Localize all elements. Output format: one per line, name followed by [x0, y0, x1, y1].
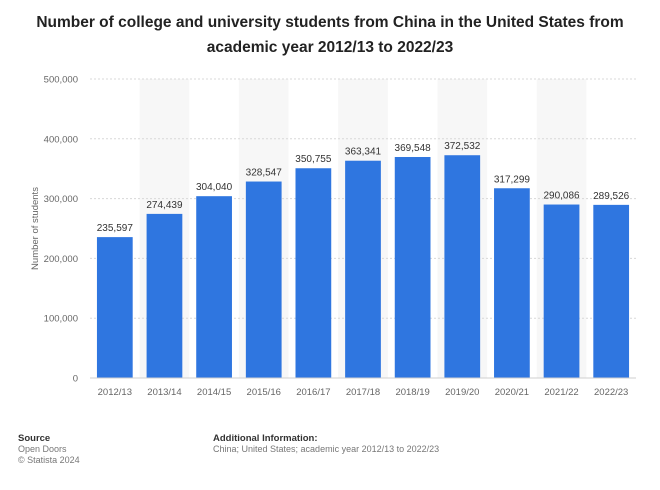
y-tick-label: 0 — [73, 374, 78, 385]
source-name[interactable]: Open Doors — [18, 444, 67, 454]
source-heading: Source — [18, 433, 51, 444]
x-tick-label: 2020/21 — [495, 387, 529, 398]
x-tick-label: 2014/15 — [197, 387, 231, 398]
data-label: 290,086 — [543, 191, 580, 202]
additional-info-block: Additional Information: China; United St… — [213, 433, 439, 455]
data-label: 274,439 — [146, 200, 183, 211]
bar-chart: 0 100,000 200,000 300,000 400,000 500,000 Numb… — [30, 75, 636, 398]
x-tick-label: 2012/13 — [98, 387, 132, 398]
data-label: 328,547 — [246, 168, 283, 179]
source-block: Source Open Doors © Statista 2024 — [18, 433, 80, 466]
bar — [196, 196, 232, 378]
x-tick-label: 2013/14 — [147, 387, 181, 398]
data-label: 350,755 — [295, 154, 332, 165]
x-tick-label: 2018/19 — [395, 387, 429, 398]
bar — [96, 237, 133, 378]
y-tick-label: 100,000 — [44, 314, 78, 325]
bar — [146, 213, 183, 378]
additional-info-heading: Additional Information: — [213, 433, 318, 444]
x-tick-label: 2019/20 — [445, 387, 479, 398]
y-tick-label: 300,000 — [44, 194, 78, 205]
additional-info-text: China; United States; academic year 2012… — [213, 444, 440, 454]
y-axis-label: Number of students — [30, 187, 41, 270]
data-label: 363,341 — [345, 147, 382, 158]
y-tick-label: 400,000 — [44, 134, 78, 145]
x-tick-label: 2016/17 — [296, 387, 330, 398]
bar — [295, 168, 332, 378]
bar — [345, 160, 381, 378]
bar — [394, 157, 431, 378]
data-label: 372,532 — [444, 141, 481, 152]
data-label: 289,526 — [593, 191, 630, 202]
bar — [593, 204, 630, 378]
bar — [543, 204, 580, 378]
data-label: 369,548 — [395, 143, 432, 154]
copyright: © Statista 2024 — [18, 455, 80, 465]
y-tick-label: 500,000 — [44, 75, 78, 86]
x-tick-label: 2022/23 — [594, 387, 628, 398]
chart-title: Number of college and university student… — [36, 14, 624, 56]
data-label: 235,597 — [97, 223, 134, 234]
y-tick-label: 200,000 — [44, 254, 78, 265]
x-tick-label: 2015/16 — [247, 387, 281, 398]
x-tick-label: 2017/18 — [346, 387, 380, 398]
bar — [444, 155, 481, 378]
x-tick-label: 2021/22 — [544, 387, 578, 398]
data-label: 304,040 — [196, 182, 233, 193]
data-label: 317,299 — [494, 174, 531, 185]
bar — [245, 181, 282, 378]
bar — [494, 188, 530, 378]
